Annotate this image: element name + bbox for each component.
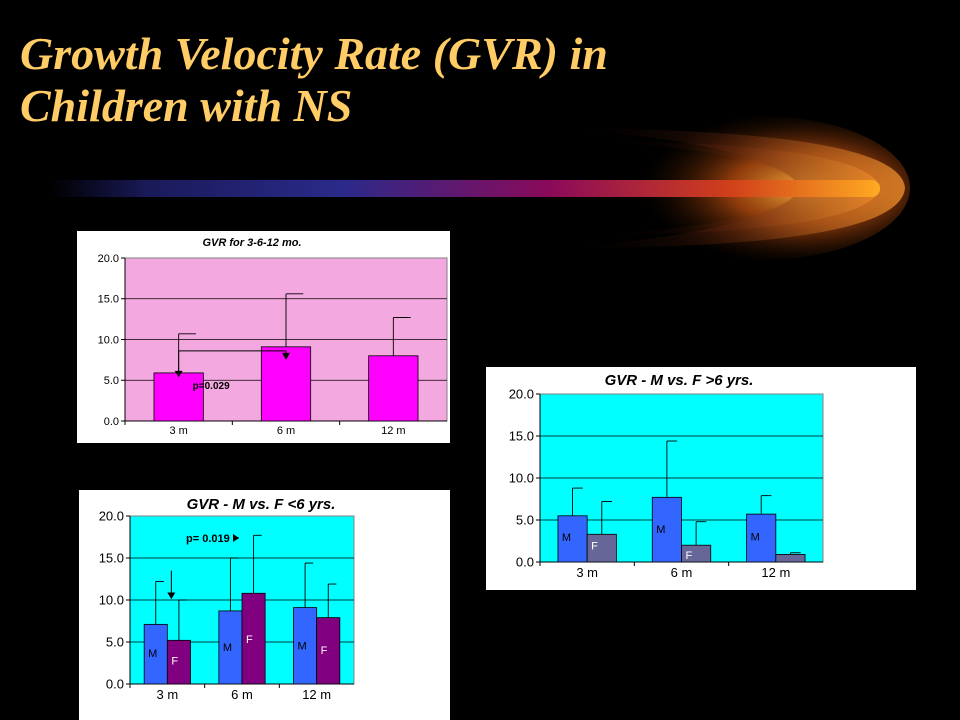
bar-label: F	[321, 645, 328, 657]
x-tick-label: 12 m	[761, 565, 790, 580]
chart-title: GVR for 3-6-12 mo.	[202, 237, 301, 249]
bar-label: M	[562, 532, 571, 544]
y-tick-label: 20.0	[509, 387, 534, 402]
y-tick-label: 20.0	[99, 509, 124, 524]
arrow-head	[174, 370, 183, 377]
bar-6m-s1	[241, 592, 266, 685]
x-tick-label: 12 m	[381, 425, 405, 437]
arrow-head	[282, 352, 290, 360]
y-tick-label: 10.0	[98, 334, 119, 346]
x-tick-label: 3 m	[156, 687, 178, 702]
bar-6m-s0	[651, 496, 682, 563]
p-value-annotation: p=0.029	[193, 381, 230, 392]
bar-label: F	[246, 634, 253, 646]
arrow-head	[233, 534, 239, 543]
bar-12m-s1	[775, 554, 806, 563]
x-tick-label: 12 m	[302, 687, 331, 702]
x-tick-label: 6 m	[231, 687, 253, 702]
bar-label: M	[148, 648, 157, 660]
bar-12m	[368, 355, 419, 422]
bar-label: M	[298, 641, 307, 653]
chart-title: GVR - M vs. F >6 yrs.	[605, 372, 754, 389]
y-tick-label: 0.0	[106, 677, 124, 692]
p-value-annotation: p= 0.019	[186, 533, 230, 545]
slide-title-line-1: Growth Velocity Rate (GVR) in	[20, 28, 608, 79]
bar-label: M	[656, 524, 665, 536]
y-tick-label: 5.0	[104, 375, 119, 387]
y-tick-label: 0.0	[104, 416, 119, 428]
x-tick-label: 6 m	[277, 425, 295, 437]
y-tick-label: 10.0	[99, 593, 124, 608]
y-tick-label: 0.0	[516, 555, 534, 570]
bar-label: M	[223, 642, 232, 654]
y-tick-label: 15.0	[98, 294, 119, 306]
chart2-svg: GVR - M vs. F >6 yrs. 0.0 5.0 10.0 15.0 20.0 3…	[509, 372, 824, 580]
chart3-svg: GVR - M vs. F <6 yrs. 0.0 5.0 10.0 15.0 20.0 3…	[99, 496, 355, 702]
y-tick-label: 20.0	[98, 253, 119, 265]
x-tick-label: 3 m	[169, 425, 187, 437]
bar-12m-s1	[316, 617, 341, 685]
bar-3m-s1	[586, 533, 617, 563]
y-tick-label: 5.0	[516, 513, 534, 528]
bar-label: F	[686, 550, 693, 562]
arrow-head	[167, 592, 176, 600]
x-tick-label: 6 m	[671, 565, 693, 580]
bar-12m-s0	[746, 513, 777, 563]
gvr-3-6-12-chart: GVR for 3-6-12 mo. 0.0 5.0 10.0 15.0 20.0 3 m 6…	[77, 231, 450, 443]
y-tick-label: 5.0	[106, 635, 124, 650]
y-tick-label: 15.0	[99, 551, 124, 566]
bar-6m-s1	[681, 544, 712, 563]
x-tick-label: 3 m	[576, 565, 598, 580]
gvr-m-vs-f-over-6-chart: GVR - M vs. F >6 yrs. 0.0 5.0 10.0 15.0 20.0 3…	[486, 367, 916, 590]
slide-title: Growth Velocity Rate (GVR) in Children w…	[20, 28, 780, 132]
y-tick-label: 15.0	[509, 429, 534, 444]
bar-3m-s0	[557, 515, 588, 563]
y-tick-label: 10.0	[509, 471, 534, 486]
bar-3m	[153, 372, 204, 422]
bar-label: F	[591, 541, 598, 553]
slide-title-line-2: Children with NS	[20, 80, 353, 131]
comet-decoration	[50, 116, 910, 260]
chart-title: GVR - M vs. F <6 yrs.	[187, 496, 336, 513]
bar-label: M	[751, 531, 760, 543]
gvr-m-vs-f-under-6-chart: GVR - M vs. F <6 yrs. 0.0 5.0 10.0 15.0 20.0 3…	[79, 490, 450, 720]
chart1-svg: GVR for 3-6-12 mo. 0.0 5.0 10.0 15.0 20.0 3 m 6…	[98, 237, 448, 437]
bar-label: F	[171, 655, 178, 667]
